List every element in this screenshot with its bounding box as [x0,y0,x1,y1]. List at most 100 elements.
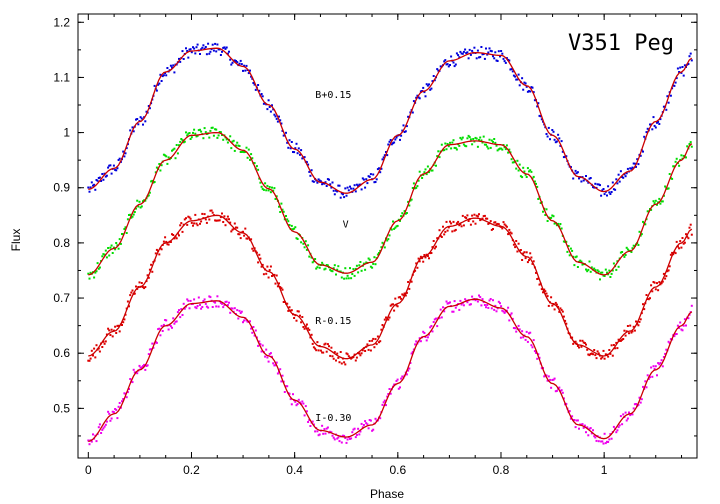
data-point [87,186,90,189]
data-point [93,183,96,186]
data-point [267,360,270,363]
data-point [578,177,580,180]
data-point [624,411,627,414]
data-point [480,46,483,48]
data-point [538,114,541,117]
data-point [108,412,111,415]
data-point [337,356,340,359]
data-point [266,108,269,111]
data-point [226,52,229,55]
data-point [623,173,626,176]
data-point [345,441,348,444]
data-point [155,89,158,92]
data-point [260,350,263,353]
data-point [365,178,368,181]
data-point [467,220,470,222]
data-point [511,161,514,164]
data-point [330,346,333,349]
data-point [536,185,539,188]
data-point [389,139,392,141]
data-point [675,77,678,80]
data-point [659,202,662,205]
data-point [199,222,201,225]
data-point [476,145,479,148]
data-point [189,48,192,51]
data-point [547,126,550,129]
data-point [459,299,462,302]
data-point [688,55,691,58]
data-point [267,189,270,192]
data-point [681,329,684,332]
data-point [682,324,685,327]
data-point [464,216,467,219]
data-point [565,240,568,243]
data-point [594,269,597,272]
data-point [278,115,280,118]
data-point [405,212,408,214]
data-point [386,154,389,157]
data-point [604,442,607,445]
data-point [233,149,236,152]
data-point [214,219,217,222]
data-point [162,153,165,156]
data-point [367,348,370,351]
data-point [525,85,528,88]
data-point [218,48,221,51]
data-point [295,319,298,322]
data-point [686,235,689,238]
data-point [357,427,360,430]
data-point [690,304,693,307]
data-point [364,268,367,271]
data-point [108,254,111,257]
data-point [281,129,284,132]
data-point [236,309,239,312]
data-point [667,101,670,104]
data-point [224,224,227,227]
data-point [543,375,546,378]
data-point [593,349,596,351]
data-point [240,151,243,153]
data-point [536,105,539,108]
data-point [338,361,341,364]
data-point [203,298,206,301]
data-point [508,148,511,151]
data-point [186,134,189,137]
data-point [461,52,464,55]
data-point [201,212,204,215]
data-point [293,227,296,230]
data-point [416,94,419,97]
data-point [155,341,158,344]
data-point [665,108,668,111]
data-point [424,168,427,171]
data-point [212,300,215,303]
data-point [671,251,674,254]
x-tick-label: 1 [601,463,608,477]
data-point [282,134,285,137]
data-point [606,440,608,443]
data-point [154,171,157,174]
data-point [326,264,329,267]
data-point [330,186,333,189]
data-point [179,224,182,227]
data-point [378,252,380,254]
data-point [239,312,242,314]
data-point [275,195,278,198]
data-point [250,153,253,156]
data-point [423,254,426,256]
data-point [309,174,312,177]
data-point [587,353,590,356]
data-point [90,440,93,443]
data-point [162,74,165,77]
data-point [675,333,678,335]
data-point [293,151,296,154]
data-point [483,214,486,217]
data-point [274,198,277,200]
data-point [196,305,199,307]
data-point [250,327,253,330]
data-point [243,64,246,67]
data-point [462,143,465,146]
data-point [431,330,434,333]
data-point [644,380,647,383]
data-point [469,53,472,56]
data-point [123,392,126,395]
